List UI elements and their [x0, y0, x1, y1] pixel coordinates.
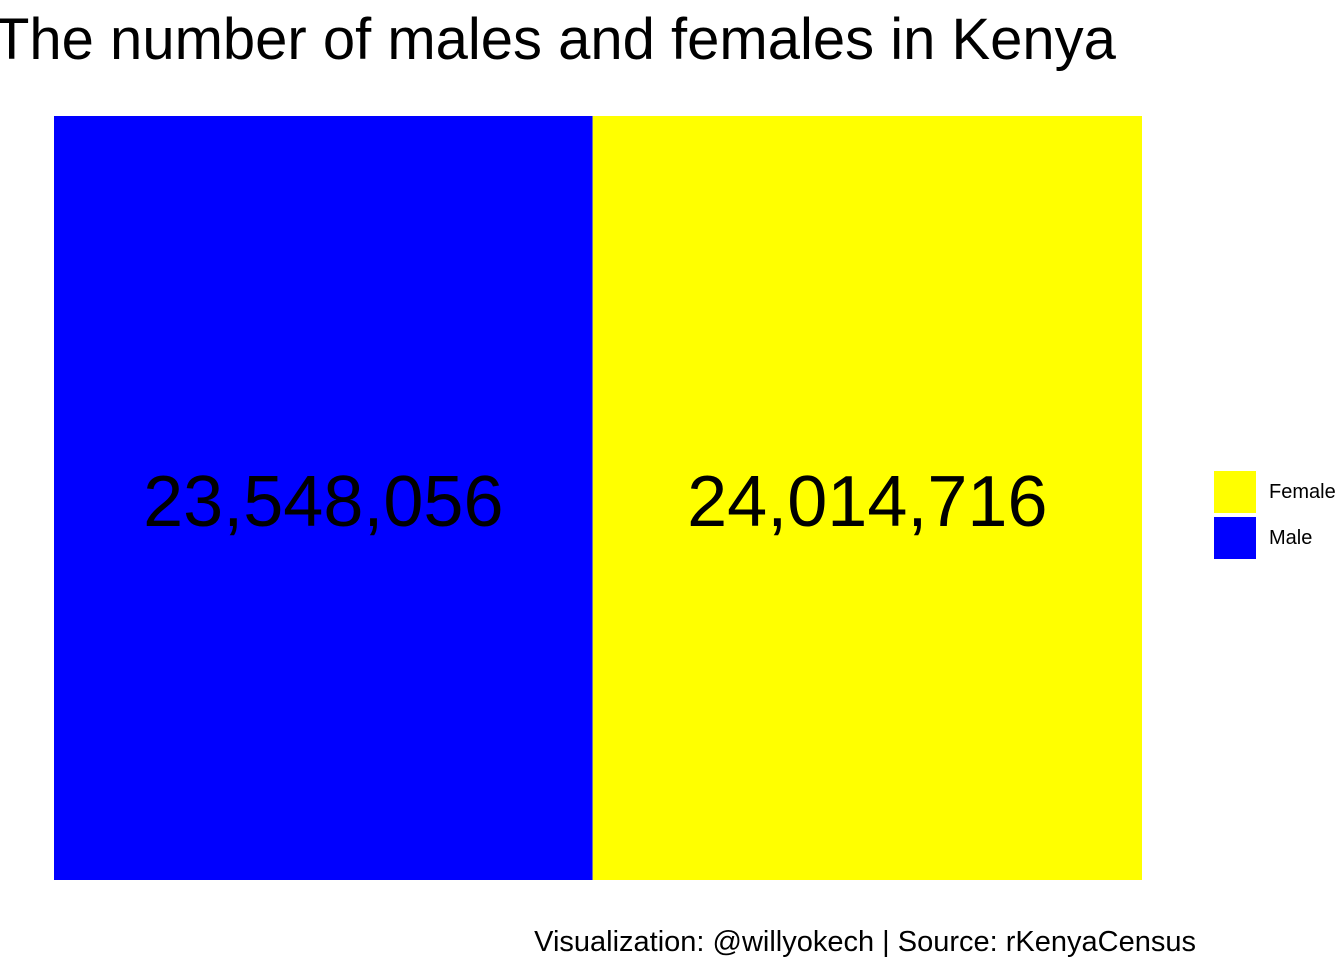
- chart-caption: Visualization: @willyokech | Source: rKe…: [534, 926, 1196, 958]
- legend-item-female: Female: [1214, 469, 1336, 515]
- treemap-tile-female: [592, 116, 1142, 880]
- legend: Female Male: [1214, 469, 1336, 561]
- treemap-value-label-female: 24,014,716: [687, 462, 1047, 542]
- treemap-tile-male: [54, 116, 593, 880]
- legend-label-female: Female: [1269, 480, 1336, 503]
- treemap-value-label-male: 23,548,056: [143, 462, 503, 542]
- legend-item-male: Male: [1214, 515, 1336, 561]
- legend-label-male: Male: [1269, 526, 1313, 549]
- chart-title: The number of males and females in Kenya: [0, 7, 1116, 72]
- legend-key-female: [1214, 471, 1256, 513]
- legend-key-male: [1214, 517, 1256, 559]
